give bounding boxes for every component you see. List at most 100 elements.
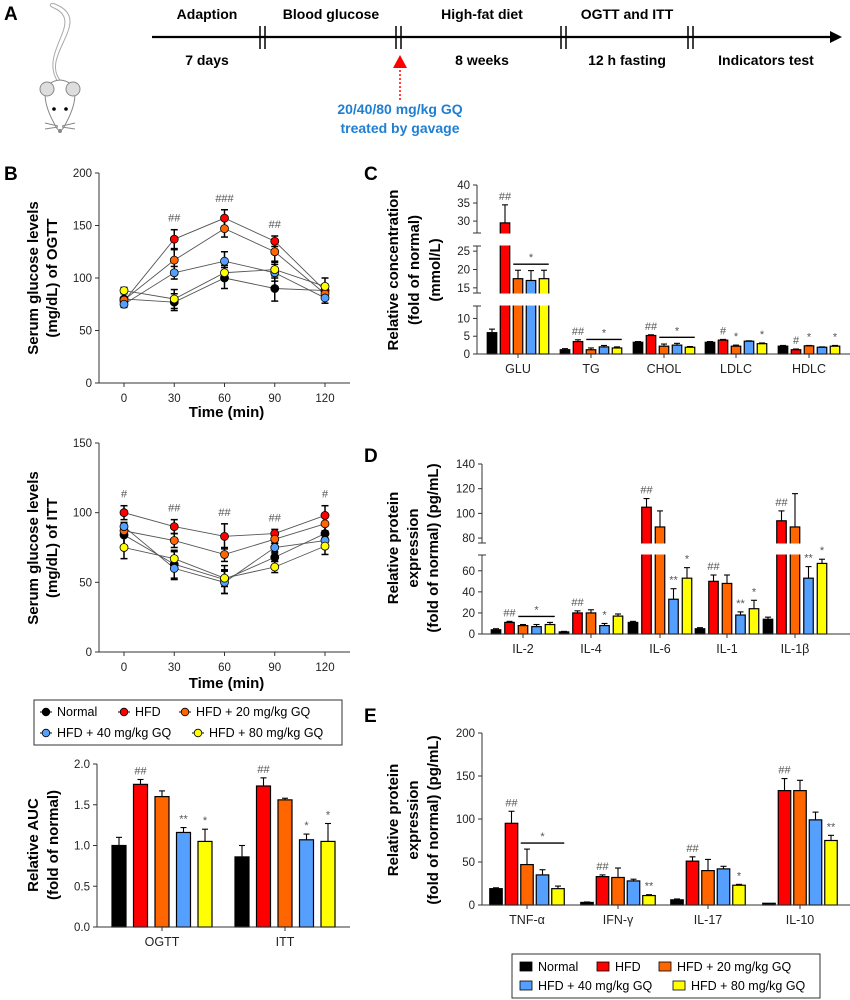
bar-IL-1β-0	[762, 618, 774, 635]
mouse-illustration-icon	[39, 3, 81, 133]
stage-blood-glucose: Blood glucose	[283, 6, 380, 22]
bar-LDLC-3	[743, 340, 755, 355]
legend-item: HFD + 40 mg/kg GQ	[519, 979, 653, 993]
bar-HDLC-0	[777, 345, 789, 355]
significance-label: ##	[572, 326, 585, 338]
bar-TNF-α-3	[535, 874, 550, 906]
bar-CHOL-4	[684, 346, 696, 355]
significance-label: ##	[168, 213, 181, 225]
bar-ITT-1	[255, 785, 272, 928]
data-point-3-1	[169, 564, 179, 573]
panel-letter-a: A	[4, 4, 18, 25]
bar-IFN-γ-4	[642, 894, 656, 906]
significance-label: *	[752, 586, 757, 598]
category-label: IFN-γ	[603, 913, 634, 927]
duration-12h-fasting: 12 h fasting	[588, 52, 666, 68]
x-axis-title: Time (min)	[189, 675, 265, 692]
x-tick-label: 120	[315, 662, 334, 674]
arrow-up-icon	[393, 55, 407, 68]
legend-marker	[119, 707, 129, 717]
bar-IL-10-1	[777, 790, 792, 906]
data-point-3-4	[320, 293, 330, 303]
bar-CHOL-2	[658, 345, 670, 355]
bar-HDLC-1	[790, 349, 802, 355]
significance-label: **	[179, 814, 188, 826]
data-point-2-4	[320, 519, 330, 529]
data-point-4-4	[320, 541, 330, 551]
legend-label: HFD + 20 mg/kg GQ	[677, 960, 792, 974]
legend-item: HFD + 80 mg/kg GQ	[672, 979, 806, 993]
data-point-3-0	[119, 522, 129, 531]
legend-label: HFD + 40 mg/kg GQ	[538, 979, 653, 993]
legend-item: HFD + 20 mg/kg GQ	[658, 960, 792, 974]
legend-swatch	[672, 980, 686, 991]
legend-swatch	[658, 961, 672, 972]
legend-marker	[41, 707, 51, 717]
bar-IFN-γ-1	[595, 876, 610, 906]
legend-label: Normal	[538, 960, 578, 974]
data-point-0-3	[270, 284, 280, 293]
y-tick-label: 35	[457, 198, 470, 210]
bar-TG-1	[572, 340, 584, 355]
significance-label: ##	[778, 765, 791, 777]
significance-label: *	[734, 331, 739, 343]
significance-label: *	[326, 809, 331, 821]
data-point-3-3	[270, 543, 280, 552]
y-tick-label: 20	[462, 608, 475, 620]
y-axis-title: (mmol/L)	[427, 238, 444, 301]
legend-swatch	[596, 961, 610, 972]
legend-label: HFD + 80 mg/kg GQ	[691, 979, 806, 993]
bar-CHOL-3	[671, 344, 683, 355]
y-axis-title: (fold of normal)	[45, 790, 62, 900]
significance-label: *	[807, 331, 812, 343]
bar-LDLC-4	[756, 343, 768, 355]
category-label: IL-2	[512, 642, 534, 656]
significance-label: *	[737, 870, 742, 882]
data-point-3-0	[119, 299, 129, 309]
y-tick-label: 0	[469, 629, 475, 641]
y-tick-label: 0	[469, 900, 475, 912]
y-tick-label: 0	[464, 349, 470, 361]
y-tick-label: 100	[73, 508, 92, 520]
data-point-1-1	[169, 522, 179, 531]
y-tick-label: 50	[79, 577, 92, 589]
bar-IL-2-1	[504, 621, 515, 635]
data-point-4-4	[320, 281, 330, 291]
y-tick-label: 100	[456, 508, 475, 520]
bar-ITT-2	[277, 799, 293, 928]
bar-IL-17-4	[732, 884, 746, 906]
timeline: Adaption Blood glucose High-fat diet OGT…	[152, 6, 842, 136]
bar-IL-10-3	[808, 819, 823, 906]
bar-OGTT-1	[132, 783, 149, 928]
y-axis-title: Serum glucose levels	[25, 201, 42, 354]
bar-ITT-0	[234, 856, 250, 928]
duration-8-weeks: 8 weeks	[455, 52, 509, 68]
category-label: IL-4	[580, 642, 602, 656]
x-tick-label: 0	[121, 662, 127, 674]
legend-swatch	[519, 980, 533, 991]
bar-HDLC-2	[803, 345, 815, 355]
data-point-4-2	[220, 573, 229, 583]
significance-label: ##	[269, 219, 282, 231]
bar-IL-1-0	[694, 628, 706, 635]
bar-IL-2-2	[517, 624, 529, 635]
y-tick-label: 100	[73, 273, 92, 285]
bar-IL-6-2	[654, 526, 666, 635]
axis-break	[469, 293, 850, 306]
significance-label: *	[203, 815, 208, 827]
bar-IL-1β-2	[789, 526, 801, 635]
bar-GLU-0	[486, 332, 498, 355]
legend-label: HFD + 40 mg/kg GQ	[57, 726, 172, 740]
data-point-1-2	[220, 531, 229, 541]
data-point-1-3	[270, 236, 280, 246]
y-tick-label: 30	[457, 216, 470, 228]
bar-IL-1-2	[721, 582, 733, 635]
y-tick-label: 10	[457, 313, 470, 325]
y-tick-label: 0.5	[74, 881, 90, 893]
y-tick-label: 150	[73, 221, 92, 233]
significance-label: #	[793, 335, 800, 347]
significance-label: *	[760, 329, 765, 341]
y-tick-label: 120	[456, 484, 475, 496]
stage-ogtt-itt: OGTT and ITT	[581, 6, 674, 22]
y-tick-label: 5	[464, 331, 470, 343]
